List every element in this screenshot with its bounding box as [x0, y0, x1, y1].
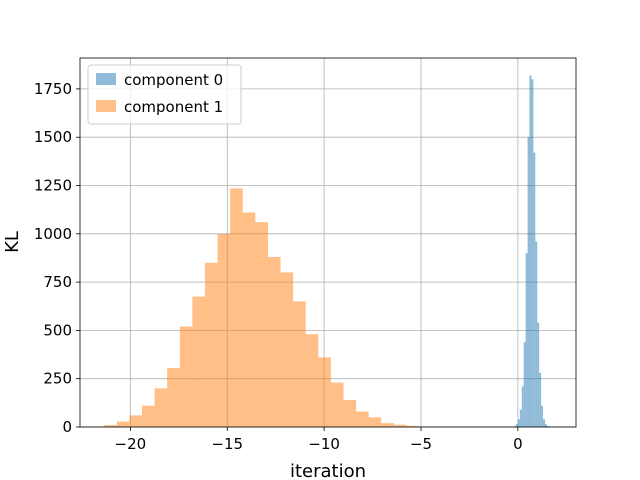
histogram-bar — [517, 419, 520, 427]
histogram-bar — [527, 137, 530, 428]
histogram-bar — [523, 341, 526, 427]
axis-ticks: −20 −15 −10 −5 0 0 250 500 750 1000 1250 1500 1750 — [34, 80, 523, 453]
histogram-bar — [255, 222, 268, 427]
histogram-bar — [230, 188, 243, 427]
histogram-bar — [330, 382, 344, 427]
x-tick-label: −15 — [211, 435, 243, 453]
x-axis-label: iteration — [290, 461, 366, 480]
histogram-bar — [280, 272, 294, 427]
legend: component 0 component 1 — [87, 64, 242, 125]
histogram-bar — [318, 357, 331, 427]
histogram-bar — [545, 424, 547, 427]
x-tick-label: 0 — [513, 435, 523, 453]
histogram-bar — [154, 388, 168, 427]
histogram-bar — [204, 262, 218, 427]
histogram-bars — [104, 75, 555, 428]
histogram-bar — [531, 79, 534, 427]
histogram-bar — [406, 425, 420, 427]
histogram-bar — [179, 326, 193, 427]
histogram-bar — [546, 426, 549, 427]
histogram-bar — [533, 152, 536, 427]
histogram-bar — [514, 426, 516, 427]
histogram-bar — [521, 386, 524, 427]
legend-label-component-1: component 1 — [124, 98, 223, 116]
histogram-bar — [167, 368, 180, 427]
x-tick-label: −5 — [410, 435, 432, 453]
y-tick-label: 1500 — [34, 128, 72, 146]
histogram-bar — [529, 75, 532, 427]
histogram-bar — [142, 405, 155, 427]
legend-swatch-component-0 — [96, 73, 116, 85]
legend-box — [87, 64, 242, 125]
y-tick-label: 1250 — [34, 177, 72, 195]
histogram-bar — [293, 301, 306, 427]
x-tick-label: −20 — [115, 435, 147, 453]
histogram-bar — [242, 212, 256, 427]
histogram-bar — [541, 405, 544, 427]
y-axis-label: KL — [2, 231, 23, 253]
histogram-bar — [104, 425, 117, 427]
histogram-bar — [116, 421, 130, 427]
y-tick-label: 250 — [43, 370, 72, 388]
histogram-bar — [515, 424, 518, 427]
y-tick-label: 1000 — [34, 225, 72, 243]
x-tick-label: −10 — [308, 435, 340, 453]
series-0-bars — [514, 75, 555, 428]
histogram-bar — [525, 253, 528, 427]
histogram-bar — [539, 372, 542, 427]
y-tick-label: 0 — [62, 418, 72, 436]
y-tick-label: 1750 — [34, 80, 72, 98]
plot-frame — [79, 57, 577, 428]
legend-swatch-component-1 — [96, 100, 116, 112]
series-1-bars — [104, 188, 420, 427]
y-tick-label: 500 — [43, 321, 72, 339]
histogram-bar — [192, 296, 205, 427]
histogram-bar — [343, 399, 357, 427]
legend-label-component-0: component 0 — [124, 71, 223, 89]
histogram-bar — [305, 334, 319, 427]
histogram-bar — [543, 419, 545, 427]
histogram-bar — [368, 417, 382, 427]
y-tick-label: 750 — [43, 273, 72, 291]
histogram-bar — [267, 256, 281, 427]
histogram-bar — [217, 233, 231, 427]
histogram-bar — [535, 241, 538, 427]
histogram-bar — [129, 415, 142, 427]
histogram-bar — [381, 423, 394, 427]
histogram-bar — [519, 409, 522, 427]
histogram-bar — [537, 322, 540, 427]
histogram-bar — [356, 411, 369, 427]
histogram-bar — [393, 424, 407, 427]
